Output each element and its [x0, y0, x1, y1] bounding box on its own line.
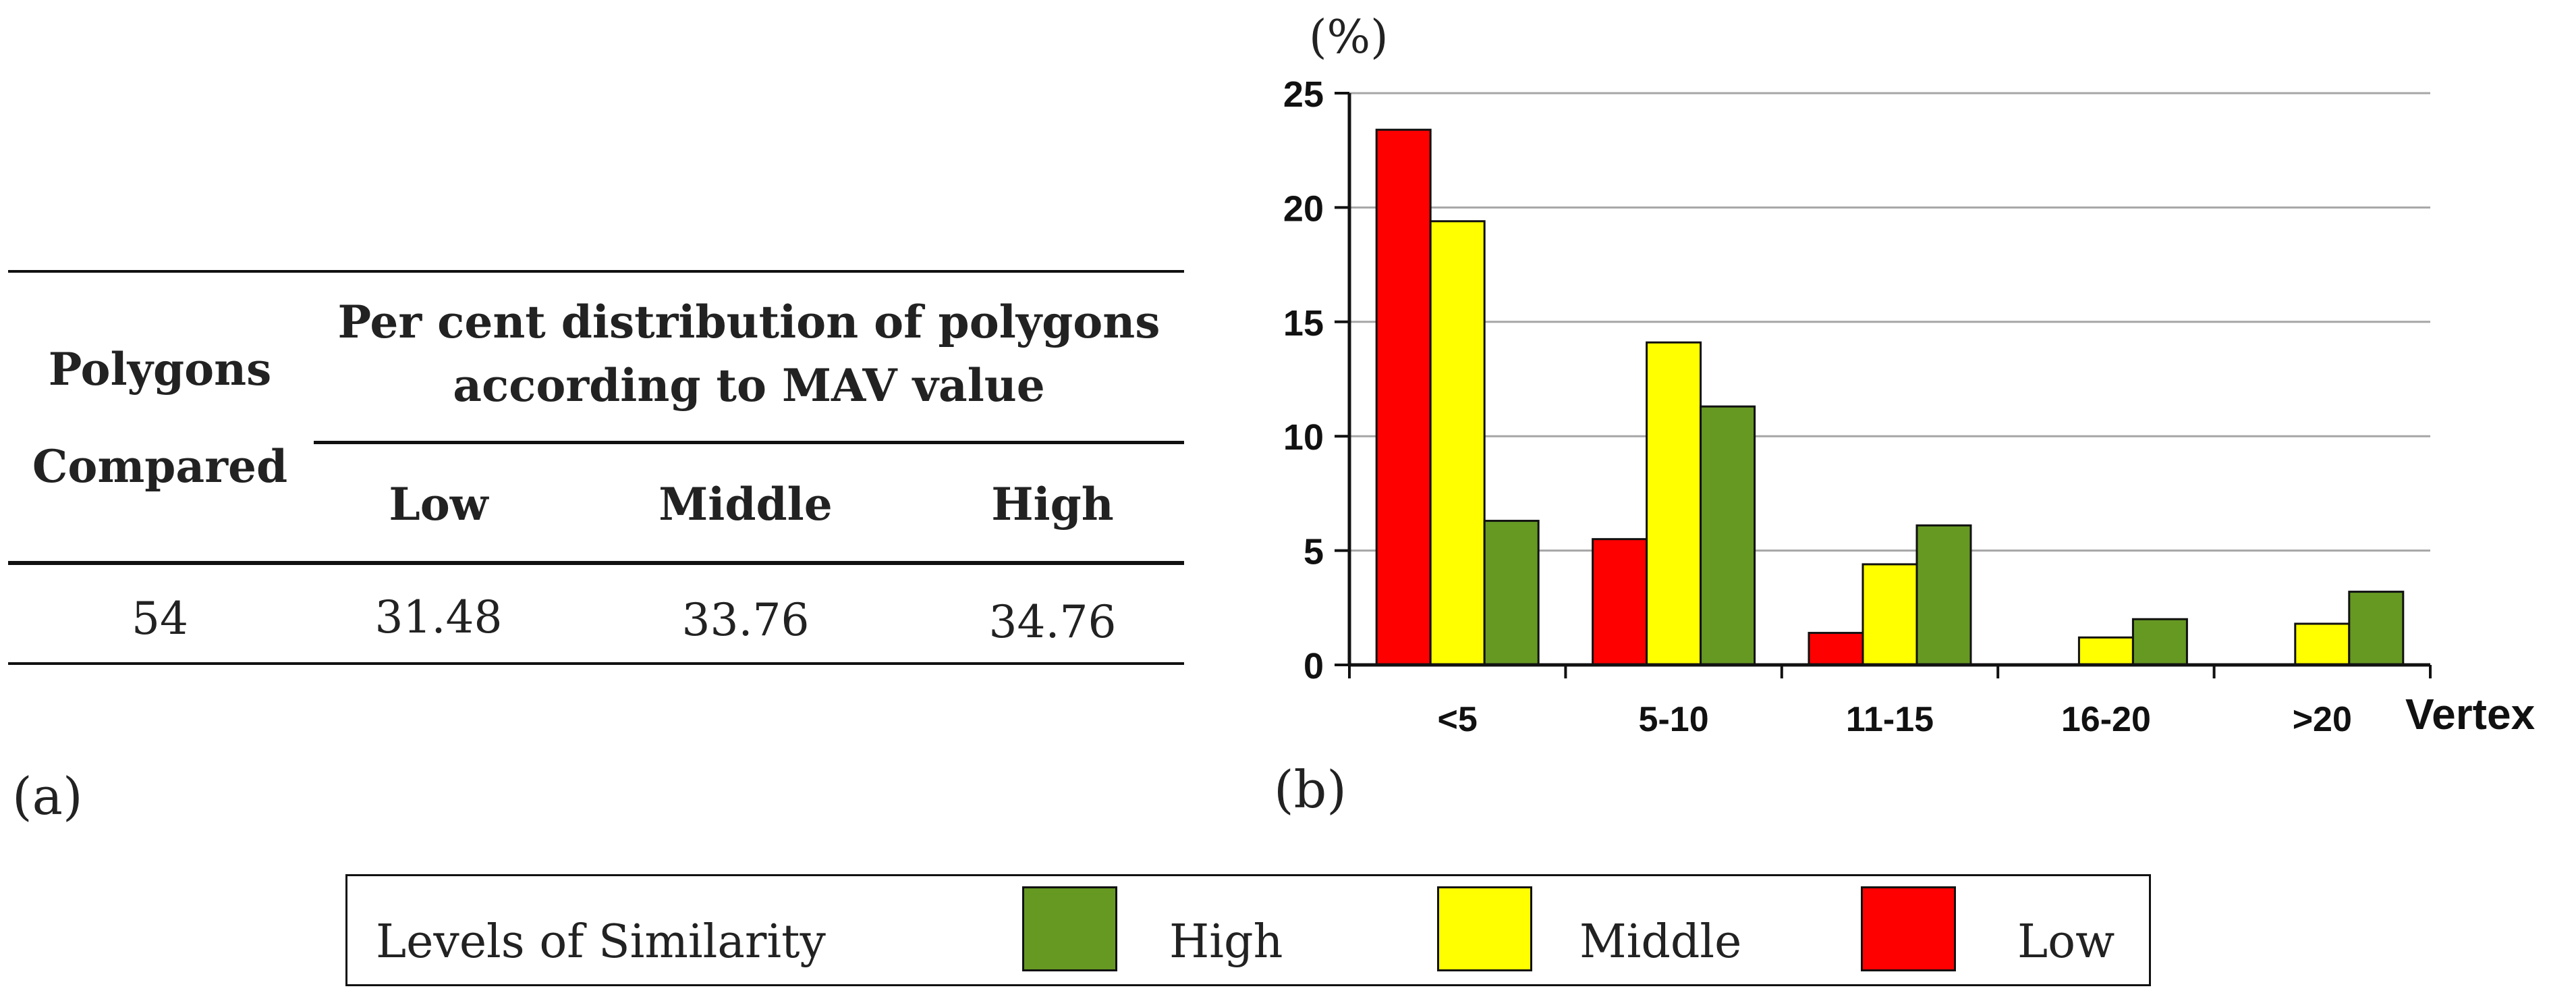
bar-middle [2077, 636, 2134, 666]
bar-middle [1429, 220, 1486, 666]
panel-label-b: (b) [1274, 759, 1347, 819]
bar-middle [1646, 341, 1702, 666]
chart-ylabel: (%) [1309, 11, 1389, 64]
header-polygons-line2: Compared [32, 440, 288, 493]
cell-low: 31.48 [374, 591, 503, 643]
bar-low [1592, 538, 1648, 666]
chart-xlabel: Vertex [2405, 690, 2536, 738]
x-tick-label: 16-20 [2061, 700, 2151, 739]
header-low: Low [389, 478, 488, 531]
bar-high [1483, 520, 1540, 666]
legend-swatch-middle [1437, 886, 1532, 971]
header-polygons-line1: Polygons [48, 343, 272, 396]
legend-label-high: High [1169, 915, 1283, 969]
header-high: High [991, 478, 1114, 531]
table-top-rule [8, 270, 1184, 273]
cell-high: 34.76 [988, 596, 1117, 648]
y-tick-label: 25 [1283, 74, 1324, 115]
x-tick-label: 11-15 [1846, 700, 1934, 739]
legend: Levels of Similarity High Middle Low [345, 874, 2151, 986]
bar-high [2131, 618, 2188, 666]
cell-polygons: 54 [132, 593, 188, 645]
bar-high [2348, 591, 2405, 666]
header-distribution-line1: Per cent distribution of polygons [337, 296, 1160, 348]
header-distribution: Per cent distribution of polygons accord… [314, 294, 1184, 414]
header-middle: Middle [659, 478, 833, 531]
bar-middle [2294, 622, 2351, 666]
header-distribution-line2: according to MAV value [453, 359, 1045, 412]
cell-middle: 33.76 [681, 594, 810, 646]
y-tick-label: 10 [1283, 417, 1324, 458]
table-mid-rule [314, 441, 1184, 444]
bar-high [1915, 524, 1972, 666]
x-tick-label: >20 [2293, 700, 2352, 739]
bar-low [1375, 128, 1432, 666]
legend-swatch-low [1861, 886, 1956, 971]
y-tick-label: 0 [1304, 646, 1324, 687]
x-tick-label: <5 [1438, 700, 1478, 739]
legend-label-middle: Middle [1579, 915, 1742, 969]
bar-high [1700, 405, 1756, 666]
legend-swatch-high [1022, 886, 1117, 971]
legend-label-low: Low [2017, 915, 2115, 969]
table-header-rule [8, 561, 1184, 565]
bar-low [1808, 632, 1864, 666]
y-tick-label: 15 [1283, 303, 1324, 344]
bar-middle [1861, 563, 1918, 666]
table-bottom-rule [8, 662, 1184, 665]
x-tick-label: 5-10 [1639, 700, 1709, 739]
legend-title: Levels of Similarity [376, 915, 826, 969]
y-tick-label: 20 [1283, 188, 1324, 229]
panel-label-a: (a) [12, 766, 83, 826]
y-tick-label: 5 [1304, 532, 1324, 572]
header-polygons-compared: Polygons Compared [8, 341, 312, 495]
